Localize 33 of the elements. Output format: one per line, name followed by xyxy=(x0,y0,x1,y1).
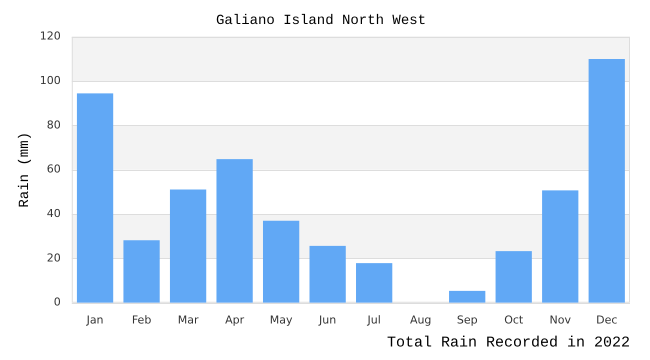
y-tick-label: 120 xyxy=(40,30,61,43)
x-tick-label: Nov xyxy=(549,313,572,326)
bar xyxy=(356,263,392,303)
bar xyxy=(588,58,625,303)
x-tick-label: Apr xyxy=(225,313,245,326)
bar xyxy=(76,93,114,303)
x-tick-label: Dec xyxy=(596,313,618,326)
x-tick-label: Aug xyxy=(410,313,432,326)
y-tick-label: 0 xyxy=(54,296,61,309)
y-tick-label: 60 xyxy=(46,162,61,176)
bar xyxy=(542,190,578,303)
bar xyxy=(170,190,206,303)
bar xyxy=(310,246,346,303)
y-tick-label: 40 xyxy=(46,206,61,220)
x-tick-label: Jul xyxy=(366,313,381,326)
x-tick-label: Oct xyxy=(504,313,524,326)
text: Total Rain Recorded in 2022 xyxy=(386,334,630,352)
y-tick-label: 100 xyxy=(40,74,61,87)
y-tick-label: 20 xyxy=(46,251,61,264)
x-tick-label: Jan xyxy=(86,313,104,326)
x-tick-label: May xyxy=(270,313,293,326)
y-axis-title: Rain (mm) xyxy=(17,132,34,208)
y-tick-label: 80 xyxy=(46,118,61,132)
x-tick-label: Jun xyxy=(318,313,336,326)
bar xyxy=(123,240,160,303)
bar xyxy=(262,220,300,303)
bar xyxy=(496,251,532,303)
x-tick-label: Sep xyxy=(456,313,478,326)
x-tick-label: Mar xyxy=(178,313,199,326)
chart-title: Galiano Island North West xyxy=(216,13,426,30)
bar xyxy=(449,290,486,303)
bar xyxy=(216,159,253,303)
x-tick-label: Feb xyxy=(132,313,152,326)
